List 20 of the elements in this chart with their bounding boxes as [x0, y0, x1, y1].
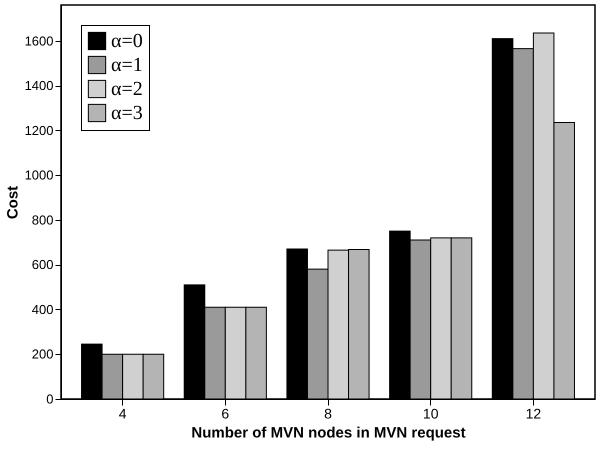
y-tick-label: 1200 [24, 122, 54, 138]
x-axis-title: Number of MVN nodes in MVN request [191, 424, 466, 442]
y-tick-label: 600 [32, 257, 54, 272]
y-tick-label: 1000 [24, 168, 54, 183]
legend-label: α=2 [111, 78, 143, 100]
y-axis-title: Cost [4, 186, 22, 220]
y-tick-label: 200 [32, 346, 54, 362]
legend-label: α=0 [111, 30, 143, 52]
legend-label: α=1 [111, 54, 143, 76]
x-tick-label: 8 [324, 406, 332, 422]
y-tick-label: 800 [32, 212, 54, 228]
x-tick-label: 10 [422, 406, 439, 422]
x-tick-label: 4 [118, 406, 127, 422]
y-tick-label: 1600 [24, 33, 54, 48]
x-tick-label: 12 [526, 406, 542, 422]
y-tick-label: 0 [46, 392, 54, 406]
x-tick-label: 6 [221, 406, 230, 422]
y-tick-label: 1400 [24, 78, 54, 94]
legend-label: α=3 [111, 102, 143, 124]
y-tick-label: 400 [32, 302, 54, 317]
